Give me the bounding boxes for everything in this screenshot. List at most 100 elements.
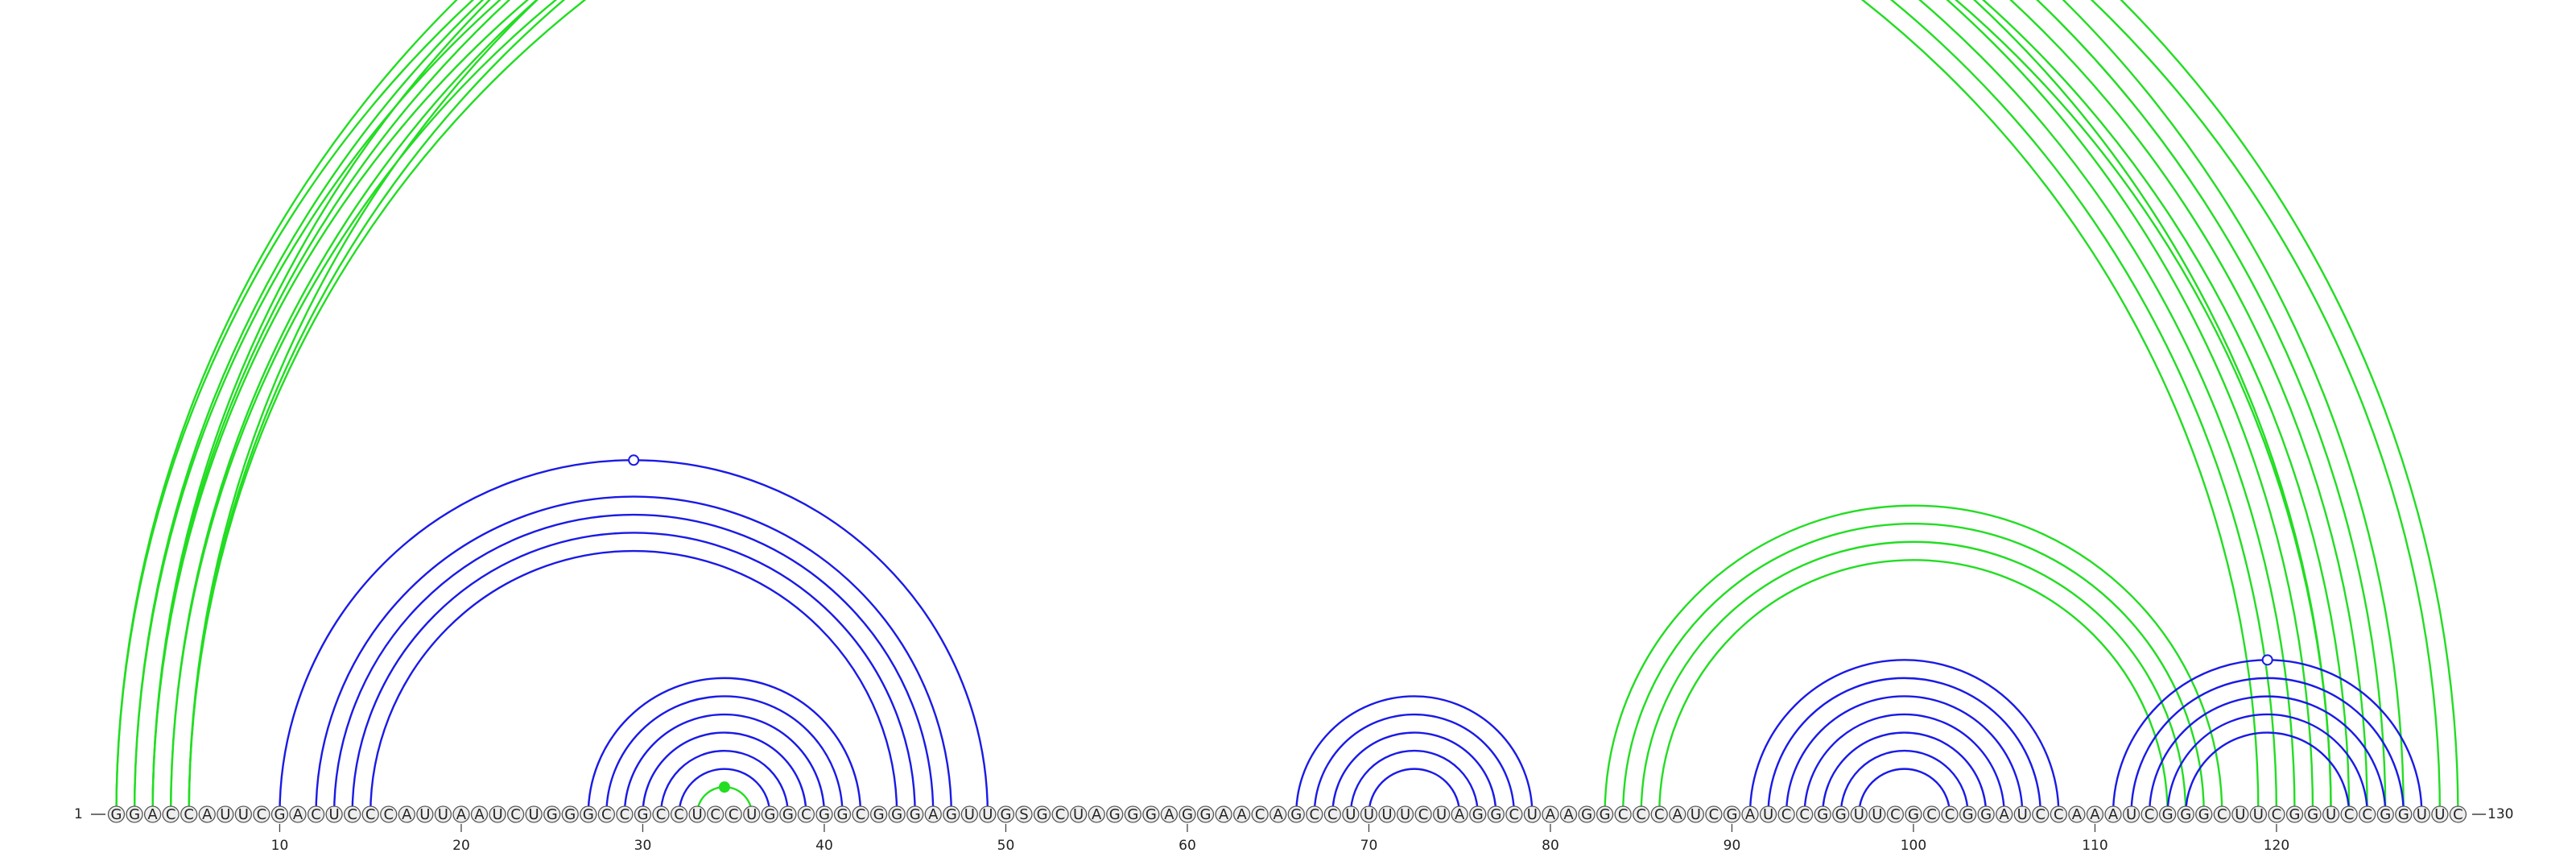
nucleotide-89-circle — [1705, 805, 1723, 823]
nucleotide-61-letter: G — [1200, 806, 1212, 823]
nucleotide-81-letter: A — [1563, 806, 1574, 823]
nucleotide-76-circle — [1469, 805, 1487, 823]
nucleotide-62-circle — [1215, 805, 1232, 823]
nucleotide-93-circle — [1777, 805, 1795, 823]
nucleotide-25-letter: G — [547, 806, 558, 823]
nucleotide-98-letter: U — [1872, 806, 1882, 823]
nucleotide-105-circle — [1996, 805, 2013, 823]
nucleotide-70-circle — [1360, 805, 1378, 823]
nucleotide-20-circle — [452, 805, 470, 823]
nucleotide-104-letter: G — [1980, 806, 1992, 823]
nucleotide-44-letter: G — [891, 806, 902, 823]
nucleotide-77-letter: G — [1490, 806, 1501, 823]
arc-blue-66-79 — [1295, 695, 1534, 815]
arc-blue-13-46 — [332, 513, 935, 815]
nucleotide-45-letter: G — [910, 806, 921, 823]
nucleotide-67-letter: C — [1310, 806, 1320, 823]
nucleotide-82-circle — [1578, 805, 1596, 823]
nucleotide-109-circle — [2068, 805, 2086, 823]
tick-60-label: 60 — [1179, 838, 1196, 854]
nucleotide-125-circle — [2359, 805, 2376, 823]
nucleotide-35-letter: C — [729, 806, 739, 823]
nucleotide-10-circle — [270, 805, 289, 823]
nucleotide-42-circle — [852, 805, 869, 823]
nucleotide-103-circle — [1959, 805, 1977, 823]
nucleotide-109-letter: A — [2072, 806, 2083, 823]
tick-110-label: 110 — [2082, 838, 2107, 854]
nucleotide-53-circle — [1051, 805, 1069, 823]
nucleotide-56-letter: G — [1109, 806, 1121, 823]
nucleotide-5-circle — [180, 805, 198, 823]
nucleotide-53-letter: C — [1055, 806, 1066, 823]
nucleotide-75-circle — [1451, 805, 1468, 823]
nucleotide-31-circle — [652, 805, 670, 823]
arc-green-2-126 — [133, 0, 2387, 815]
nucleotide-65-letter: A — [1274, 806, 1284, 823]
nucleotide-29-circle — [616, 805, 634, 823]
nucleotide-81-circle — [1559, 805, 1578, 823]
apex-marker-5 — [2261, 654, 2273, 666]
arc-blue-96-103 — [1839, 749, 1969, 815]
nucleotide-3-letter: A — [147, 806, 158, 823]
nucleotide-38-letter: G — [782, 806, 794, 823]
nucleotide-42-letter: C — [856, 806, 866, 823]
arc-blue-70-75 — [1368, 768, 1461, 815]
nucleotide-84-circle — [1614, 805, 1632, 823]
arc-blue-97-102 — [1858, 768, 1951, 815]
nucleotide-19-circle — [434, 805, 452, 823]
arc-green-84-116 — [1621, 523, 2205, 815]
nucleotide-12-letter: C — [311, 806, 321, 823]
nucleotide-126-circle — [2376, 805, 2394, 823]
nucleotide-128-circle — [2413, 805, 2431, 823]
nucleotide-117-letter: C — [2217, 806, 2227, 823]
nucleotide-27-letter: G — [583, 806, 594, 823]
nucleotide-1-letter: G — [111, 806, 122, 823]
arc-green-4-124 — [169, 0, 2351, 815]
nucleotide-99-circle — [1886, 805, 1905, 823]
arc-green-85-115 — [1640, 540, 2187, 815]
nucleotide-96-circle — [1832, 805, 1850, 823]
nucleotide-68-circle — [1323, 805, 1341, 823]
nucleotide-113-circle — [2140, 805, 2158, 823]
nucleotide-57-letter: G — [1127, 806, 1138, 823]
nucleotide-49-circle — [979, 805, 997, 823]
nucleotide-43-letter: G — [873, 806, 885, 823]
tick-90-label: 90 — [1724, 838, 1741, 854]
nucleotide-34-letter: C — [710, 806, 720, 823]
nucleotide-118-letter: U — [2235, 806, 2245, 823]
arc-blue-114-125 — [2166, 713, 2368, 815]
nucleotide-124-letter: C — [2344, 806, 2355, 823]
tick-100-label: 100 — [1901, 838, 1926, 854]
nucleotide-47-letter: G — [946, 806, 957, 823]
arc-blue-29-40 — [623, 713, 826, 815]
nucleotide-26-circle — [561, 805, 579, 823]
nucleotide-120-letter: C — [2272, 806, 2282, 823]
nucleotide-78-circle — [1505, 805, 1523, 823]
nucleotide-86-circle — [1650, 805, 1668, 823]
arc-green-3-121 — [151, 0, 2296, 815]
nucleotide-92-circle — [1759, 805, 1777, 823]
arc-green-4-120 — [169, 0, 2278, 815]
nucleotide-83-circle — [1596, 805, 1614, 823]
nucleotide-55-letter: A — [1092, 806, 1102, 823]
nucleotide-52-circle — [1033, 805, 1051, 823]
nucleotide-38-circle — [779, 805, 797, 823]
nucleotide-28-circle — [597, 805, 615, 823]
nucleotide-121-circle — [2285, 805, 2304, 823]
nucleotide-60-letter: G — [1182, 806, 1193, 823]
nucleotide-130-circle — [2449, 805, 2467, 823]
nucleotide-62-letter: A — [1219, 806, 1229, 823]
nucleotide-56-circle — [1106, 805, 1124, 823]
nucleotide-21-circle — [470, 805, 489, 823]
nucleotide-50-circle — [997, 805, 1015, 823]
nucleotide-129-circle — [2431, 805, 2449, 823]
arc-blue-91-108 — [1748, 659, 2060, 815]
nucleotide-126-letter: G — [2380, 806, 2391, 823]
nucleotide-2-circle — [126, 805, 143, 823]
arc-blue-94-105 — [1803, 713, 2005, 815]
nucleotide-67-circle — [1306, 805, 1323, 823]
nucleotide-127-letter: G — [2398, 806, 2409, 823]
tick-30-label: 30 — [634, 838, 652, 854]
nucleotide-34-circle — [707, 805, 724, 823]
nucleotide-122-circle — [2304, 805, 2322, 823]
